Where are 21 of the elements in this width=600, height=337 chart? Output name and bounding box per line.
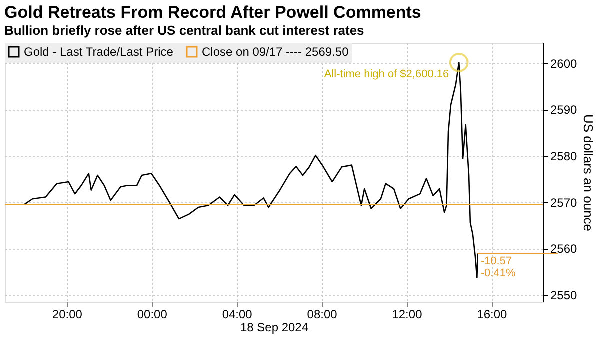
legend-label: Gold - Last Trade/Last Price (24, 45, 174, 59)
x-tick-label: 20:00 (52, 308, 83, 322)
x-tick-label: 12:00 (392, 308, 423, 322)
y-tick-label: 2560 (550, 242, 578, 256)
x-axis-title: 18 Sep 2024 (240, 320, 309, 334)
annotation: -10.57 (480, 256, 512, 268)
y-tick-label: 2590 (550, 103, 578, 118)
x-tick-label: 04:00 (222, 308, 253, 322)
chart-title: Gold Retreats From Record After Powell Comments (4, 3, 422, 22)
y-axis-title: US dollars an ounce (581, 114, 596, 232)
y-tick-label: 2580 (550, 150, 578, 164)
y-tick-label: 2600 (550, 56, 578, 71)
x-tick-label: 08:00 (307, 308, 338, 322)
x-tick-label: 16:00 (477, 308, 508, 322)
y-tick-label: 2550 (550, 288, 578, 303)
chart-subtitle: Bullion briefly rose after US central bank cut interest rates (4, 23, 364, 38)
y-tick-label: 2570 (550, 196, 578, 210)
x-tick-label: 00:00 (137, 308, 168, 322)
annotation: All-time high of $2,600.16 (324, 68, 450, 81)
annotation: -0.41% (480, 268, 516, 280)
legend-label: Close on 09/17 ---- 2569.50 (202, 45, 350, 59)
